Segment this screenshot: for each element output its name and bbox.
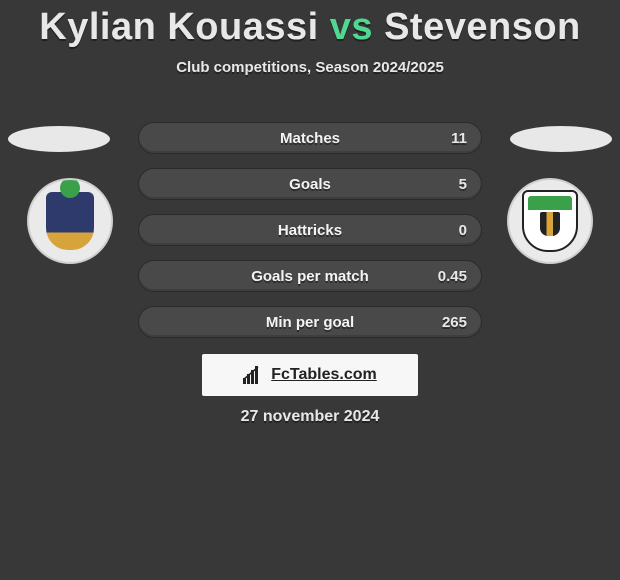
player2-avatar-placeholder <box>510 126 612 152</box>
shield-icon <box>522 190 578 252</box>
stat-row: Goals 5 <box>138 168 482 200</box>
stat-row: Goals per match 0.45 <box>138 260 482 292</box>
stat-label: Matches <box>280 130 340 147</box>
title-vs: vs <box>330 6 373 48</box>
subtitle: Club competitions, Season 2024/2025 <box>0 59 620 76</box>
player1-avatar-placeholder <box>8 126 110 152</box>
stat-value-right: 5 <box>459 176 467 193</box>
stat-label: Goals per match <box>251 268 369 285</box>
stat-value-right: 0.45 <box>438 268 467 285</box>
player1-club-crest <box>27 178 113 264</box>
stat-row: Matches 11 <box>138 122 482 154</box>
stat-label: Min per goal <box>266 314 354 331</box>
stat-row: Hattricks 0 <box>138 214 482 246</box>
stat-value-right: 11 <box>451 130 467 147</box>
stat-value-right: 265 <box>442 314 467 331</box>
stats-table: Matches 11 Goals 5 Hattricks 0 Goals per… <box>138 122 482 352</box>
stat-label: Hattricks <box>278 222 342 239</box>
stat-row: Min per goal 265 <box>138 306 482 338</box>
date-text: 27 november 2024 <box>0 408 620 426</box>
page-title: Kylian Kouassi vs Stevenson <box>0 0 620 49</box>
brand-link[interactable]: FcTables.com <box>202 354 418 396</box>
title-player1: Kylian Kouassi <box>39 6 318 48</box>
chart-bars-icon <box>243 366 265 384</box>
brand-text: FcTables.com <box>271 366 377 384</box>
stat-value-right: 0 <box>459 222 467 239</box>
title-player2: Stevenson <box>384 6 581 48</box>
stat-label: Goals <box>289 176 331 193</box>
player2-club-crest <box>507 178 593 264</box>
shield-icon <box>46 192 94 250</box>
